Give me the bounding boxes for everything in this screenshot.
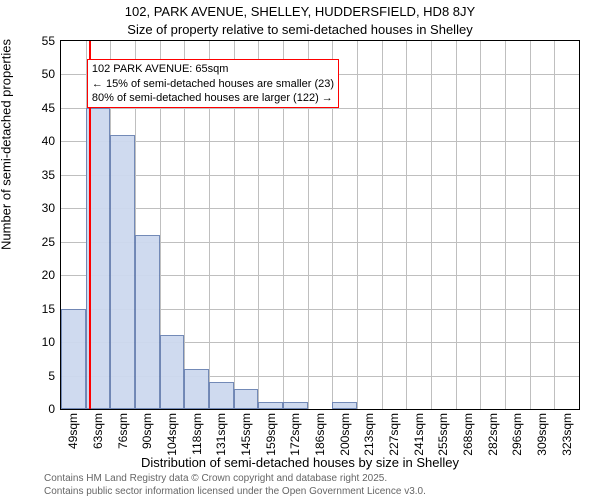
y-tick-label: 5	[15, 369, 61, 383]
x-tick-label: 118sqm	[190, 413, 204, 455]
x-tick-label: 131sqm	[214, 413, 228, 456]
gridline-v	[431, 41, 432, 409]
chart-title-line2: Size of property relative to semi-detach…	[0, 22, 600, 37]
gridline-v	[505, 41, 506, 409]
x-tick-label: 63sqm	[91, 413, 105, 449]
x-tick-label: 49sqm	[66, 413, 80, 449]
histogram-bar	[258, 402, 283, 409]
y-tick-label: 10	[15, 335, 61, 349]
chart-root: 102, PARK AVENUE, SHELLEY, HUDDERSFIELD,…	[0, 0, 600, 500]
annotation-line2: ← 15% of semi-detached houses are smalle…	[92, 77, 334, 91]
x-tick-label: 104sqm	[165, 413, 179, 456]
histogram-bar	[209, 382, 234, 409]
y-tick-label: 50	[15, 67, 61, 81]
histogram-bar	[283, 402, 308, 409]
gridline-h	[61, 208, 579, 209]
y-tick-label: 35	[15, 168, 61, 182]
x-tick-label: 323sqm	[560, 413, 574, 456]
x-tick-label: 282sqm	[486, 413, 500, 456]
y-axis-label: Number of semi-detached properties	[0, 39, 14, 250]
annotation-line3: 80% of semi-detached houses are larger (…	[92, 91, 334, 105]
x-axis-label: Distribution of semi-detached houses by …	[0, 455, 600, 470]
x-tick-label: 159sqm	[264, 413, 278, 456]
x-tick-label: 186sqm	[313, 413, 327, 456]
x-tick-label: 227sqm	[387, 413, 401, 456]
histogram-bar	[160, 335, 185, 409]
gridline-h	[61, 141, 579, 142]
gridline-v	[382, 41, 383, 409]
annotation-line1: 102 PARK AVENUE: 65sqm	[92, 62, 334, 76]
x-tick-label: 200sqm	[338, 413, 352, 456]
footer-attribution: Contains HM Land Registry data © Crown c…	[44, 473, 584, 498]
gridline-v	[480, 41, 481, 409]
x-tick-label: 213sqm	[362, 413, 376, 456]
x-tick-label: 241sqm	[412, 413, 426, 456]
y-tick-label: 55	[15, 34, 61, 48]
x-tick-label: 172sqm	[288, 413, 302, 456]
histogram-bar	[184, 369, 209, 409]
gridline-v	[456, 41, 457, 409]
y-tick-label: 20	[15, 268, 61, 282]
histogram-bar	[110, 135, 135, 409]
y-tick-label: 45	[15, 101, 61, 115]
y-tick-label: 15	[15, 302, 61, 316]
y-tick-label: 30	[15, 201, 61, 215]
footer-line1: Contains HM Land Registry data © Crown c…	[44, 473, 584, 486]
histogram-bar	[332, 402, 357, 409]
x-tick-label: 296sqm	[510, 413, 524, 456]
chart-title-line1: 102, PARK AVENUE, SHELLEY, HUDDERSFIELD,…	[0, 4, 600, 19]
plot-area: 051015202530354045505549sqm63sqm76sqm90s…	[60, 40, 580, 410]
gridline-v	[357, 41, 358, 409]
gridline-v	[530, 41, 531, 409]
histogram-bar	[234, 389, 259, 409]
gridline-v	[554, 41, 555, 409]
x-tick-label: 145sqm	[239, 413, 253, 456]
annotation-box: 102 PARK AVENUE: 65sqm← 15% of semi-deta…	[87, 59, 339, 108]
footer-line2: Contains public sector information licen…	[44, 486, 584, 499]
y-tick-label: 0	[15, 402, 61, 416]
gridline-h	[61, 175, 579, 176]
y-tick-label: 40	[15, 134, 61, 148]
histogram-bar	[61, 309, 86, 409]
gridline-v	[406, 41, 407, 409]
y-tick-label: 25	[15, 235, 61, 249]
histogram-bar	[135, 235, 160, 409]
x-tick-label: 76sqm	[116, 413, 130, 449]
x-tick-label: 268sqm	[461, 413, 475, 456]
x-tick-label: 255sqm	[436, 413, 450, 456]
x-tick-label: 90sqm	[140, 413, 154, 449]
x-tick-label: 309sqm	[535, 413, 549, 456]
